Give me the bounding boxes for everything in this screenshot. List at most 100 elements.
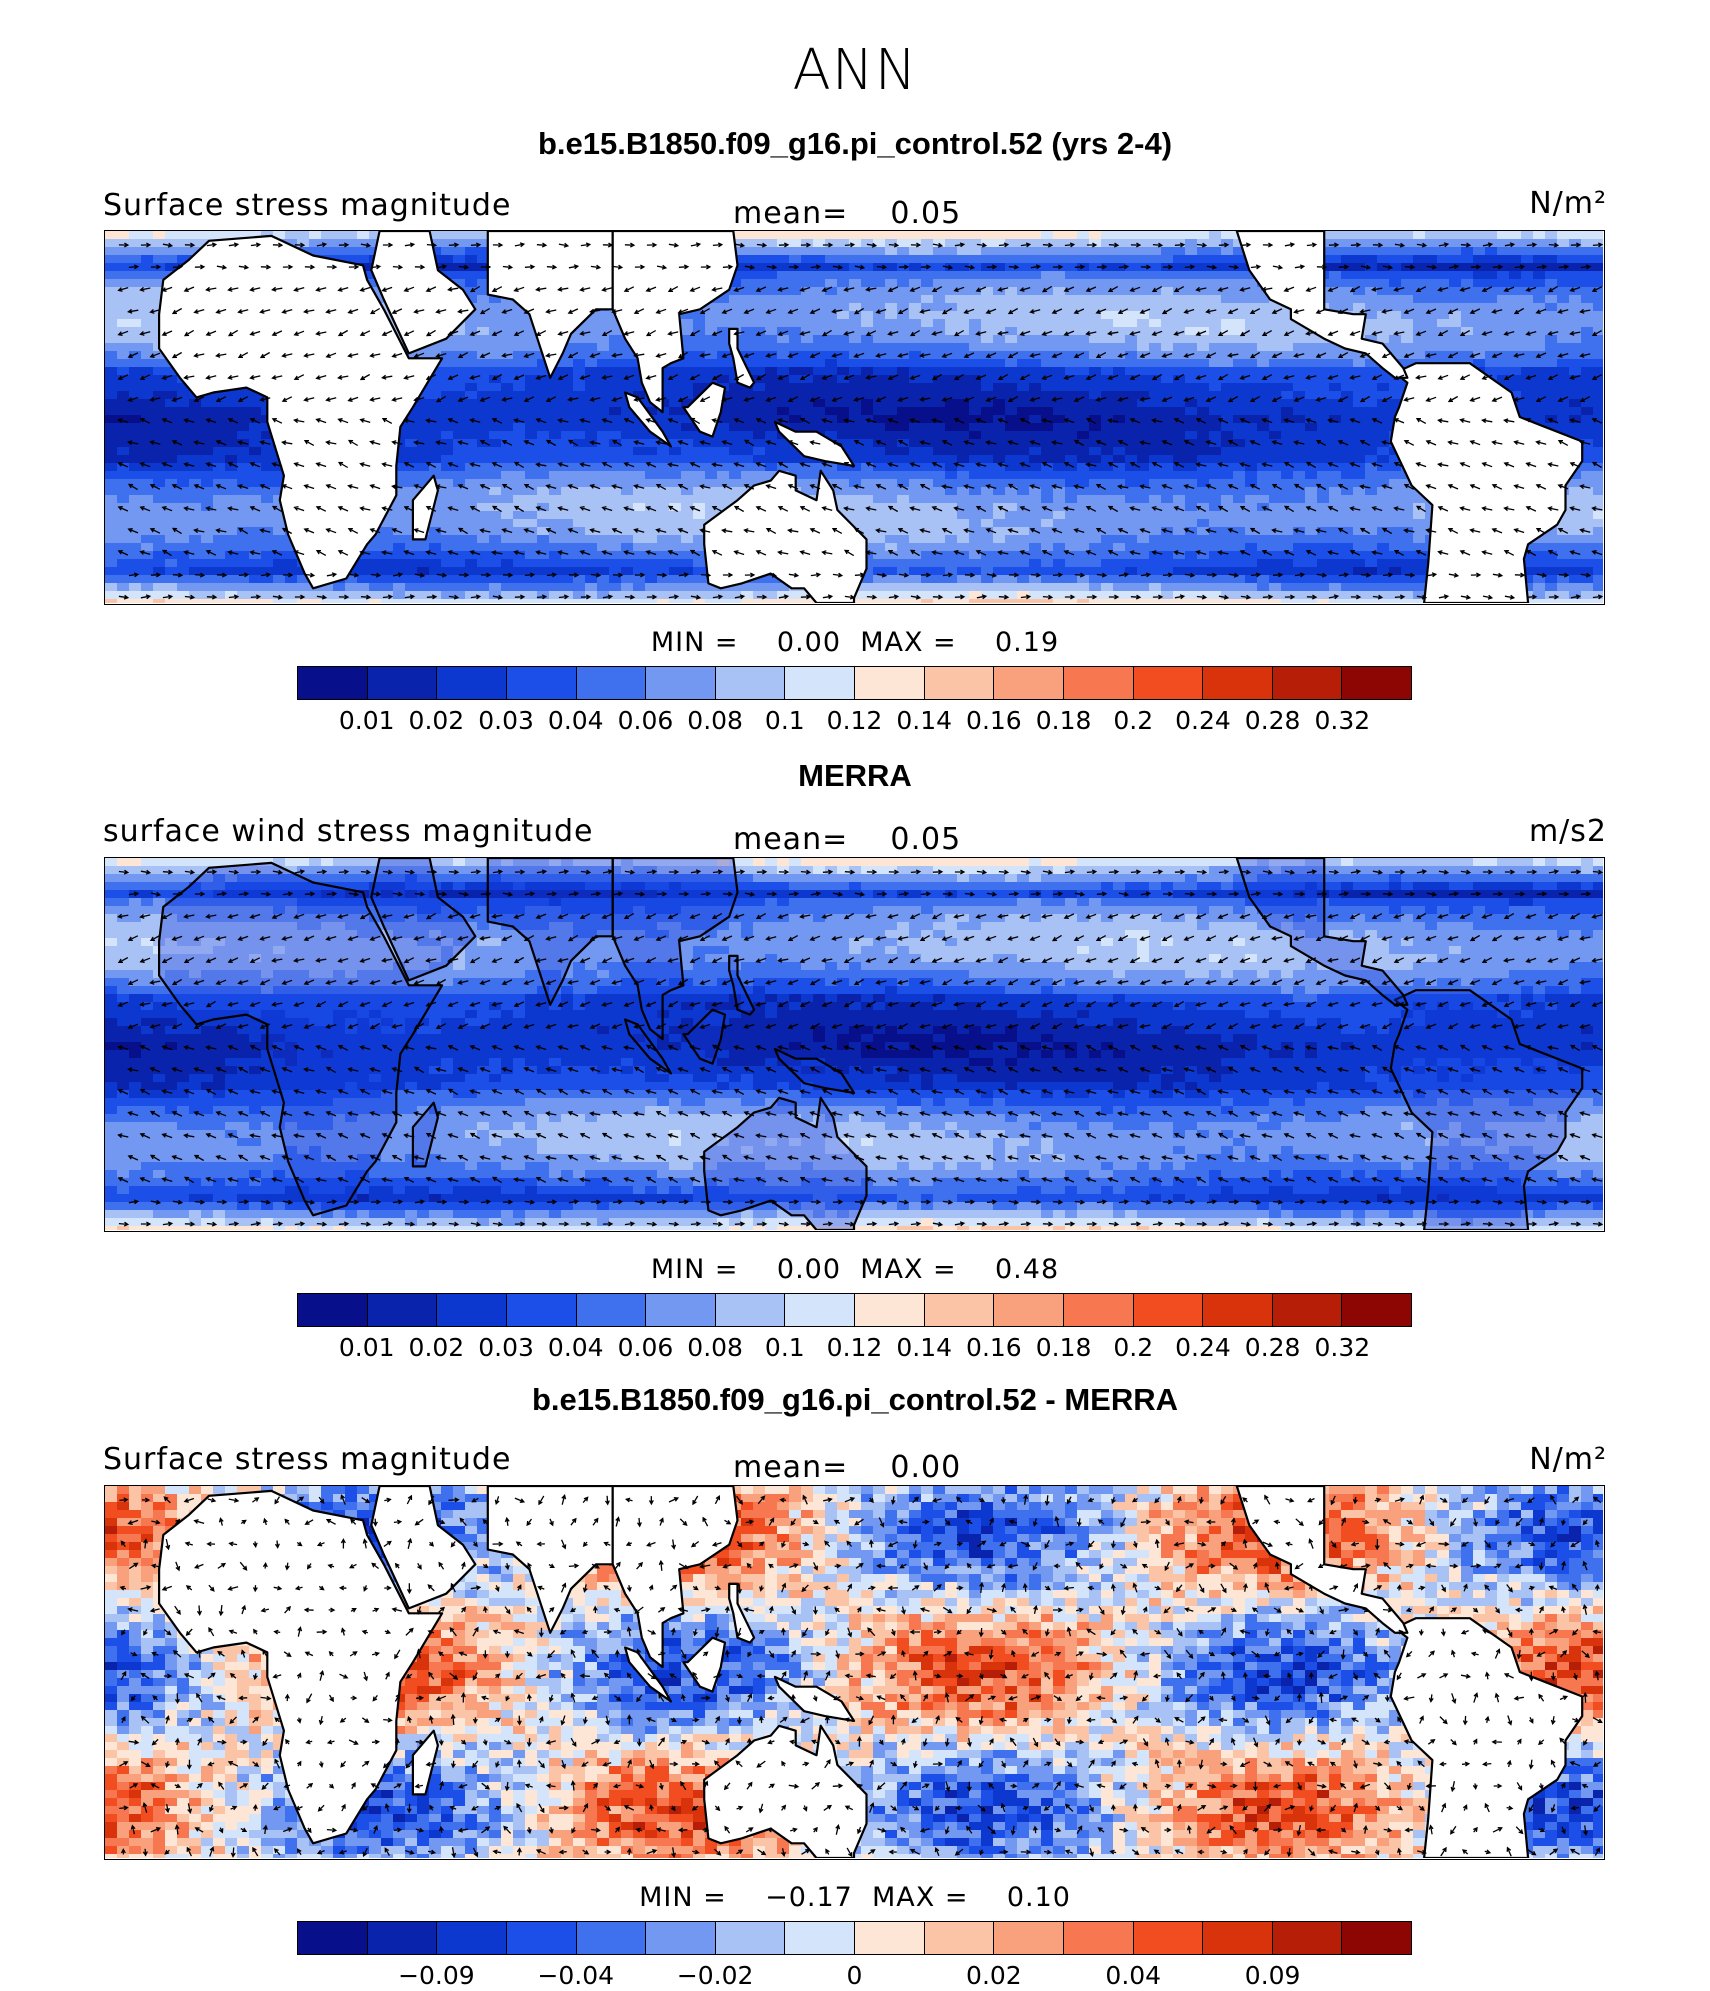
field-cell xyxy=(561,471,574,480)
field-cell xyxy=(741,311,754,320)
field-cell xyxy=(897,375,910,384)
field-cell xyxy=(921,423,934,432)
field-cell xyxy=(717,503,730,512)
field-cell xyxy=(1485,367,1498,376)
field-cell xyxy=(861,351,874,360)
field-cell xyxy=(141,503,154,512)
field-cell xyxy=(933,423,946,432)
field-cell xyxy=(813,327,826,336)
field-cell xyxy=(177,455,190,464)
field-cell xyxy=(1029,359,1042,368)
field-cell xyxy=(549,407,562,416)
field-cell xyxy=(609,375,622,384)
field-cell xyxy=(501,519,514,528)
field-cell xyxy=(333,255,346,264)
field-cell xyxy=(561,527,574,536)
field-cell xyxy=(849,295,862,304)
field-cell xyxy=(1281,431,1294,440)
field-cell xyxy=(957,271,970,280)
field-cell xyxy=(621,455,634,464)
field-cell xyxy=(957,311,970,320)
field-cell xyxy=(1545,535,1558,544)
field-cell xyxy=(1209,511,1222,520)
field-cell xyxy=(1245,303,1258,312)
field-cell xyxy=(1065,439,1078,448)
field-cell xyxy=(1257,479,1270,488)
field-cell xyxy=(405,423,418,432)
field-cell xyxy=(1089,343,1102,352)
field-cell xyxy=(837,407,850,416)
field-cell xyxy=(861,383,874,392)
field-cell xyxy=(633,495,646,504)
field-cell xyxy=(669,431,682,440)
field-cell xyxy=(1437,335,1450,344)
field-cell xyxy=(1401,359,1414,368)
field-cell xyxy=(705,375,718,384)
field-cell xyxy=(1077,311,1090,320)
field-cell xyxy=(1125,255,1138,264)
field-cell xyxy=(1125,463,1138,472)
field-cell xyxy=(429,543,442,552)
field-cell xyxy=(813,319,826,328)
field-cell xyxy=(1005,543,1018,552)
field-cell xyxy=(1221,399,1234,408)
field-cell xyxy=(1449,327,1462,336)
field-cell xyxy=(513,503,526,512)
field-cell xyxy=(753,431,766,440)
field-cell xyxy=(453,535,466,544)
field-cell xyxy=(957,375,970,384)
field-cell xyxy=(1269,519,1282,528)
field-cell xyxy=(1557,415,1570,424)
field-cell xyxy=(645,487,658,496)
field-cell xyxy=(837,423,850,432)
field-cell xyxy=(933,375,946,384)
field-cell xyxy=(1197,535,1210,544)
field-cell xyxy=(789,287,802,296)
field-cell xyxy=(1233,295,1246,304)
field-cell xyxy=(897,495,910,504)
field-cell xyxy=(1233,303,1246,312)
field-cell xyxy=(945,367,958,376)
field-cell xyxy=(429,415,442,424)
field-cell xyxy=(909,239,922,248)
field-cell xyxy=(1377,255,1390,264)
field-cell xyxy=(1125,367,1138,376)
field-cell xyxy=(1377,279,1390,288)
field-cell xyxy=(1269,535,1282,544)
field-cell xyxy=(405,511,418,520)
field-cell xyxy=(957,407,970,416)
field-cell xyxy=(813,279,826,288)
field-cell xyxy=(465,383,478,392)
field-cell xyxy=(573,359,586,368)
field-cell xyxy=(753,319,766,328)
field-cell xyxy=(1497,303,1510,312)
field-cell xyxy=(1005,503,1018,512)
field-cell xyxy=(1329,351,1342,360)
field-cell xyxy=(1173,543,1186,552)
field-cell xyxy=(537,543,550,552)
field-cell xyxy=(993,487,1006,496)
field-cell xyxy=(1065,527,1078,536)
field-cell xyxy=(657,543,670,552)
field-cell xyxy=(777,367,790,376)
field-cell xyxy=(1353,271,1366,280)
field-cell xyxy=(177,511,190,520)
field-cell xyxy=(1449,247,1462,256)
field-cell xyxy=(1209,495,1222,504)
field-cell xyxy=(153,527,166,536)
field-cell xyxy=(1101,543,1114,552)
field-cell xyxy=(1089,359,1102,368)
field-cell xyxy=(1377,423,1390,432)
field-cell xyxy=(1353,447,1366,456)
field-cell xyxy=(1341,295,1354,304)
field-cell xyxy=(849,519,862,528)
field-cell xyxy=(1065,231,1078,240)
field-cell xyxy=(1593,479,1603,488)
field-cell xyxy=(153,383,166,392)
field-cell xyxy=(1281,319,1294,328)
field-cell xyxy=(1461,303,1474,312)
field-cell xyxy=(957,543,970,552)
field-cell xyxy=(873,367,886,376)
field-cell xyxy=(1521,319,1534,328)
field-cell xyxy=(1581,471,1594,480)
